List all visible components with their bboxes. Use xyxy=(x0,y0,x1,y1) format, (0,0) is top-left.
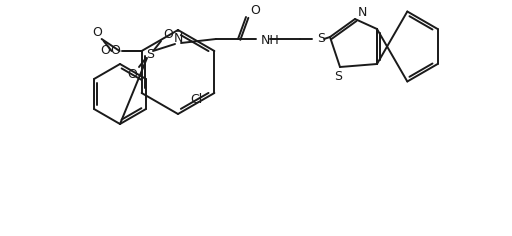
Text: S: S xyxy=(146,47,154,60)
Text: O: O xyxy=(127,67,137,80)
Text: O: O xyxy=(111,45,120,58)
Text: N: N xyxy=(358,7,368,20)
Text: NH: NH xyxy=(261,34,280,46)
Text: O: O xyxy=(250,4,260,17)
Text: O: O xyxy=(163,28,173,41)
Text: O: O xyxy=(93,26,102,39)
Text: Cl: Cl xyxy=(190,93,202,106)
Text: O: O xyxy=(100,43,110,56)
Text: S: S xyxy=(317,31,325,45)
Text: S: S xyxy=(334,69,342,83)
Text: N: N xyxy=(174,33,183,46)
